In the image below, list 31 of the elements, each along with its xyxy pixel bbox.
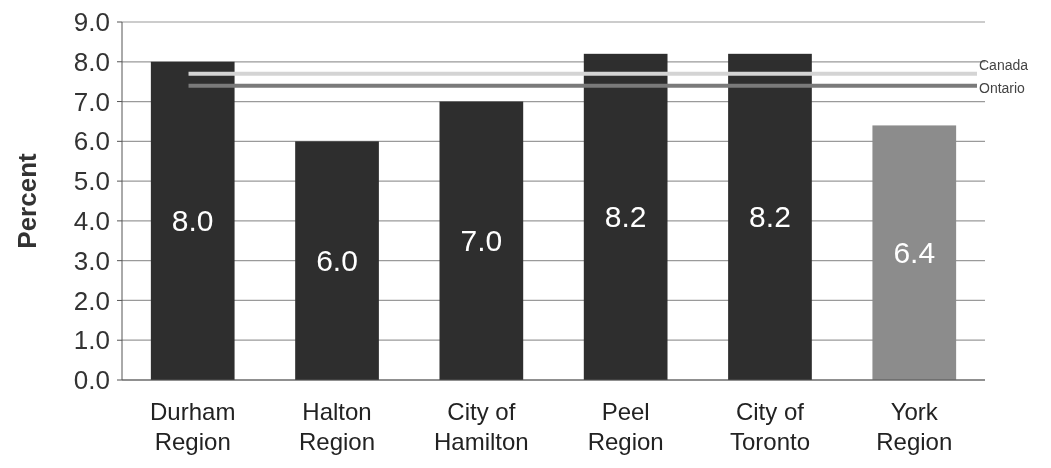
y-tick-label: 8.0 xyxy=(73,46,110,77)
x-tick-label: Halton Region xyxy=(299,398,376,455)
y-tick-label: 0.0 xyxy=(73,365,110,396)
data-label: 7.0 xyxy=(460,223,503,257)
y-tick-label: 1.0 xyxy=(73,325,110,356)
y-axis-title: Percent xyxy=(12,152,42,249)
bar xyxy=(295,141,379,380)
y-tick-label: 5.0 xyxy=(73,166,110,197)
ref-line-label: Ontario xyxy=(979,79,1026,96)
y-tick-label: 2.0 xyxy=(73,285,110,316)
y-tick-label: 3.0 xyxy=(73,245,110,276)
y-tick-label: 4.0 xyxy=(73,205,110,236)
bar xyxy=(872,125,957,380)
ref-line-label: Canada xyxy=(979,56,1029,73)
data-label: 8.0 xyxy=(171,203,214,237)
y-tick-label: 7.0 xyxy=(73,86,110,117)
data-label: 6.4 xyxy=(893,235,936,269)
x-tick-label: York Region xyxy=(876,398,953,455)
data-label: 8.2 xyxy=(749,199,791,233)
y-tick-label: 6.0 xyxy=(73,126,110,157)
x-tick-label: City of Toronto xyxy=(729,398,810,455)
y-tick-label: 9.0 xyxy=(73,7,110,38)
data-label: 6.0 xyxy=(316,243,358,277)
bar xyxy=(583,53,668,380)
x-tick-label: City of Hamilton xyxy=(433,398,529,455)
x-tick-label: Durham Region xyxy=(150,398,236,455)
data-label: 8.2 xyxy=(604,199,647,233)
bar xyxy=(150,61,235,380)
x-tick-label: Peel Region xyxy=(587,398,664,455)
bar xyxy=(728,53,812,380)
bar xyxy=(439,101,524,380)
